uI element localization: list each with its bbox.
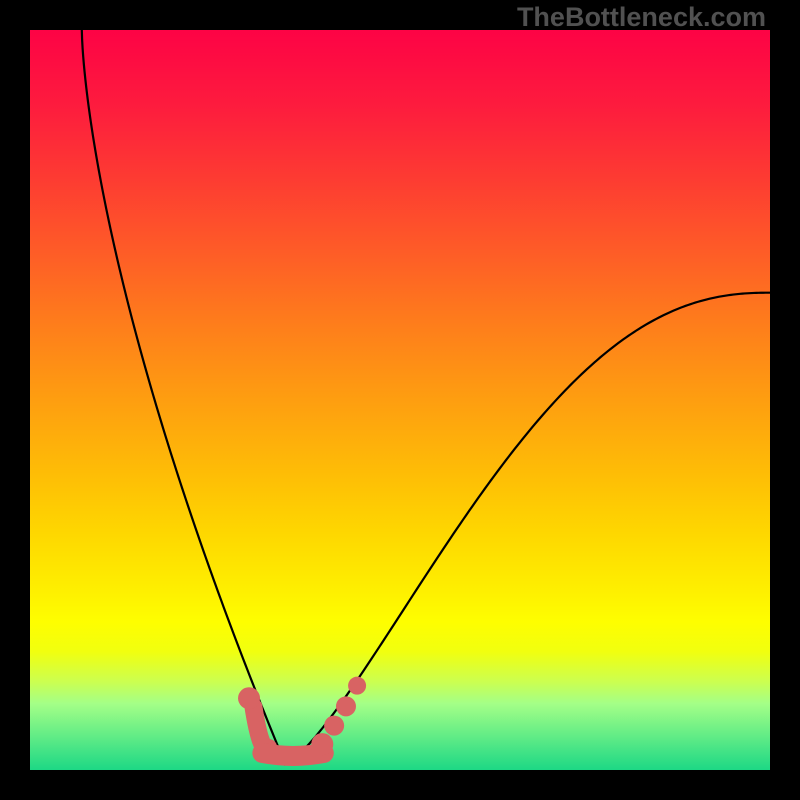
gradient-background bbox=[30, 30, 770, 770]
plot-svg bbox=[30, 30, 770, 770]
watermark-text: TheBottleneck.com bbox=[517, 2, 766, 33]
marker-dot bbox=[324, 716, 344, 736]
plot-area bbox=[30, 30, 770, 770]
marker-dot bbox=[311, 733, 333, 755]
chart-container: TheBottleneck.com bbox=[0, 0, 800, 800]
marker-dot bbox=[238, 687, 260, 709]
marker-dot bbox=[348, 677, 366, 695]
marker-segment bbox=[262, 753, 323, 756]
marker-dot bbox=[336, 696, 356, 716]
